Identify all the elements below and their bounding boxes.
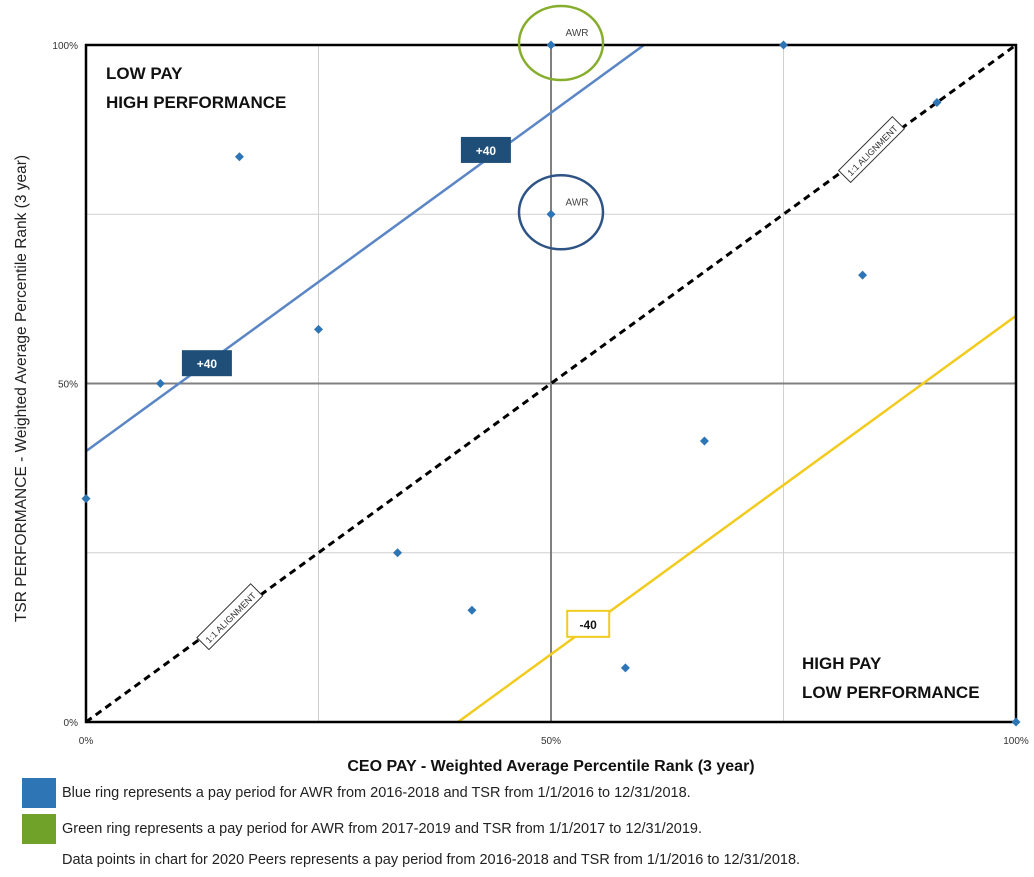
data-point bbox=[779, 40, 788, 50]
blue-ring bbox=[517, 174, 605, 251]
legend-text-blue: Blue ring represents a pay period for AW… bbox=[62, 785, 691, 801]
data-point bbox=[81, 494, 91, 504]
data-point bbox=[699, 436, 709, 446]
data-point bbox=[546, 209, 556, 219]
plus-40-label-upper-box bbox=[460, 136, 511, 163]
data-point bbox=[932, 98, 942, 108]
plus-40-label-lower-text: +40 bbox=[197, 357, 218, 371]
y-tick-label: 50% bbox=[58, 380, 78, 391]
ring-label-awr: AWR bbox=[566, 197, 589, 208]
quadrant-label-high-pay: HIGH PAY bbox=[802, 654, 882, 673]
green-ring bbox=[517, 4, 605, 82]
plus-40-label-lower-box bbox=[181, 350, 232, 377]
minus-40-line bbox=[457, 314, 1016, 722]
quadrant-label-low-pay: LOW PAY bbox=[106, 64, 183, 83]
legend-text-green: Green ring represents a pay period for A… bbox=[62, 821, 702, 837]
x-tick-label: 50% bbox=[541, 736, 561, 747]
legend-item-blue: Blue ring represents a pay period for AW… bbox=[22, 778, 691, 808]
quadrant-label-low-performance: LOW PERFORMANCE bbox=[802, 683, 980, 702]
minus-40-label-text: -40 bbox=[580, 618, 598, 632]
plus-40-line bbox=[86, 45, 645, 453]
data-point bbox=[155, 379, 165, 388]
alignment-label-box bbox=[196, 583, 264, 651]
reference-lines bbox=[86, 45, 1016, 722]
legend-swatch-blue bbox=[22, 778, 56, 808]
x-axis-title: CEO PAY - Weighted Average Percentile Ra… bbox=[347, 758, 754, 775]
data-point bbox=[620, 663, 630, 673]
data-point bbox=[858, 270, 868, 280]
alignment-label-box bbox=[837, 115, 906, 184]
data-point bbox=[546, 40, 556, 50]
data-point bbox=[314, 324, 323, 334]
x-tick-label: 0% bbox=[79, 736, 94, 747]
x-tick-label: 100% bbox=[1003, 736, 1029, 747]
plus-40-label-upper-text: +40 bbox=[476, 144, 497, 158]
data-point bbox=[1011, 717, 1021, 727]
legend-swatch-green bbox=[22, 814, 56, 844]
data-point bbox=[234, 152, 244, 162]
y-axis-title: TSR PERFORMANCE - Weighted Average Perce… bbox=[13, 155, 30, 622]
y-tick-label: 100% bbox=[52, 41, 78, 52]
ring-label-awr: AWR bbox=[566, 28, 589, 39]
y-tick-label: 0% bbox=[64, 718, 79, 729]
chart-footnote: Data points in chart for 2020 Peers repr… bbox=[62, 852, 801, 868]
quadrant-label-high-performance: HIGH PERFORMANCE bbox=[106, 93, 286, 112]
legend-item-green: Green ring represents a pay period for A… bbox=[22, 814, 702, 844]
minus-40-label-box bbox=[566, 609, 611, 638]
data-point bbox=[393, 548, 403, 558]
data-point bbox=[467, 605, 477, 615]
